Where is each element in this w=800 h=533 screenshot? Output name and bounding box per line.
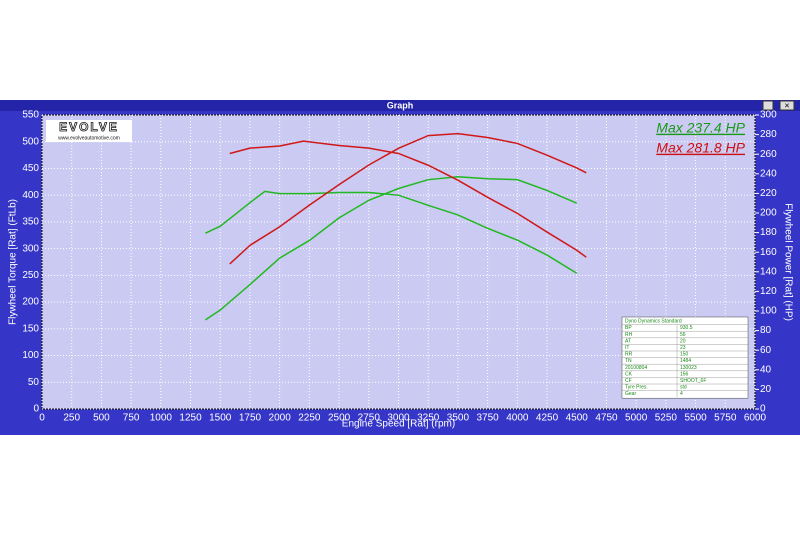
table-cell: CF: [625, 378, 632, 384]
y-tick-label: 400: [22, 190, 39, 201]
table-cell: Gear: [625, 391, 636, 397]
y-tick-label: 0: [33, 404, 39, 415]
table-cell: 156: [680, 371, 689, 377]
x-tick-label: 750: [123, 413, 140, 424]
x-tick-label: 6000: [744, 413, 767, 424]
y-tick-label: 50: [28, 377, 40, 388]
logo-box: [46, 120, 132, 142]
x-tick-label: 4000: [506, 413, 529, 424]
x-tick-label: 5000: [625, 413, 648, 424]
logo-brand: EVOLVE: [59, 120, 119, 134]
y2-tick-label: 300: [760, 110, 777, 121]
y2-tick-label: 40: [760, 364, 772, 375]
window-title: Graph: [387, 100, 414, 110]
close-icon: ×: [784, 100, 789, 110]
annotation: Max 237.4 HP: [656, 120, 745, 136]
x-tick-label: 5750: [714, 413, 737, 424]
x-tick-label: 2750: [358, 413, 381, 424]
table-cell: 930.5: [680, 325, 693, 331]
table-cell: CK: [625, 371, 633, 377]
table-cell: std: [680, 385, 687, 391]
table-cell: 1484: [680, 358, 691, 364]
table-cell: 150: [680, 352, 689, 358]
y2-tick-label: 160: [760, 247, 777, 258]
y2-axis-title: Flywheel Power [Rat] (HP): [782, 203, 793, 321]
y-tick-label: 100: [22, 350, 39, 361]
table-cell: BP: [625, 325, 632, 331]
y2-tick-label: 120: [760, 286, 777, 297]
y2-tick-label: 260: [760, 149, 777, 160]
x-tick-label: 1250: [179, 413, 202, 424]
y2-tick-label: 0: [760, 404, 766, 415]
x-tick-label: 3000: [387, 413, 410, 424]
annotation: Max 281.8 HP: [656, 140, 745, 156]
x-tick-label: 3750: [477, 413, 500, 424]
x-tick-label: 5500: [684, 413, 707, 424]
close-button[interactable]: [779, 100, 795, 111]
x-tick-label: 2500: [328, 413, 351, 424]
y-tick-label: 250: [22, 270, 39, 281]
table-cell: 20100804: [625, 365, 647, 371]
restore-button[interactable]: [762, 100, 774, 111]
table-cell: Tyre Pres.: [625, 385, 648, 391]
x-tick-label: 3500: [447, 413, 470, 424]
table-cell: 130023: [680, 365, 697, 371]
y2-tick-label: 60: [760, 345, 772, 356]
y2-tick-label: 200: [760, 208, 777, 219]
x-tick-label: 4250: [536, 413, 559, 424]
logo-url: www.evolveautomotive.com: [58, 135, 120, 141]
title-bar: [0, 100, 800, 111]
x-tick-label: 4750: [595, 413, 618, 424]
table-cell: 56: [680, 332, 686, 338]
y2-tick-label: 220: [760, 188, 777, 199]
x-axis-title: Engine Speed [Rat] (rpm): [342, 419, 455, 430]
x-tick-label: 5250: [655, 413, 678, 424]
x-tick-label: 500: [93, 413, 110, 424]
table-cell: 4: [680, 391, 683, 397]
y-tick-label: 200: [22, 297, 39, 308]
x-tick-label: 1750: [239, 413, 262, 424]
y-tick-label: 450: [22, 163, 39, 174]
x-tick-label: 2250: [298, 413, 321, 424]
x-tick-label: 2000: [269, 413, 292, 424]
x-tick-label: 1000: [150, 413, 173, 424]
table-cell: IT: [625, 345, 629, 351]
y-tick-label: 150: [22, 323, 39, 334]
table-cell: RR: [625, 352, 633, 358]
y2-tick-label: 240: [760, 168, 777, 179]
table-cell: AT: [625, 338, 631, 344]
y2-tick-label: 80: [760, 325, 772, 336]
y-tick-label: 550: [22, 110, 39, 121]
x-tick-label: 250: [63, 413, 80, 424]
table-cell: 23: [680, 345, 686, 351]
y2-tick-label: 180: [760, 227, 777, 238]
y-tick-label: 500: [22, 136, 39, 147]
table-cell: SHOOT_6F: [680, 378, 706, 384]
data-line: [229, 140, 587, 258]
info-table-title: Dyno Dynamics Standard: [625, 318, 682, 324]
x-tick-label: 1500: [209, 413, 232, 424]
y2-tick-label: 140: [760, 266, 777, 277]
x-tick-label: 4500: [566, 413, 589, 424]
table-cell: 20: [680, 338, 686, 344]
data-line: [229, 132, 587, 265]
x-tick-label: 0: [39, 413, 45, 424]
y2-tick-label: 100: [760, 306, 777, 317]
data-line: [205, 190, 578, 274]
x-tick-label: 3250: [417, 413, 440, 424]
y-tick-label: 350: [22, 217, 39, 228]
y2-tick-label: 20: [760, 384, 772, 395]
data-line: [204, 175, 578, 321]
table-cell: TN: [625, 358, 632, 364]
table-cell: RH: [625, 332, 633, 338]
y-axis-title: Flywheel Torque [Rat] (FtLb): [8, 199, 19, 325]
y-tick-label: 300: [22, 243, 39, 254]
y2-tick-label: 280: [760, 129, 777, 140]
